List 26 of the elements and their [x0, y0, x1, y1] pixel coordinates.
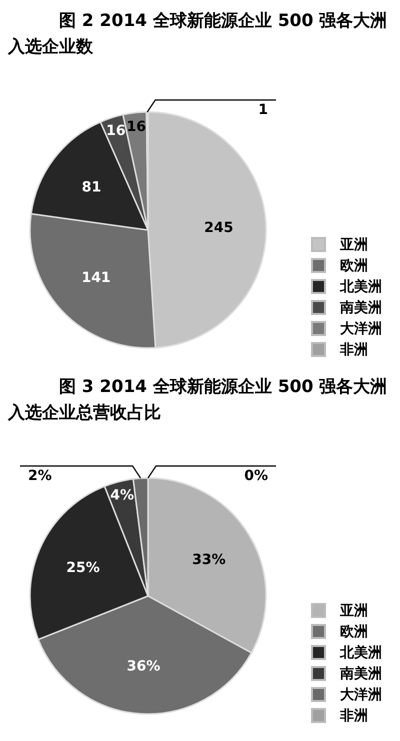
data-label: 141	[81, 270, 111, 286]
data-label: 245	[204, 220, 234, 236]
data-label: 16	[106, 123, 126, 140]
legend-label: 欧洲	[340, 622, 368, 640]
legend-label: 非洲	[340, 340, 368, 358]
data-label: 81	[82, 179, 102, 196]
chart-title: 图 2 2014 全球新能源企业 500 强各大洲入选企业数	[8, 10, 388, 59]
chart-title: 图 3 2014 全球新能源企业 500 强各大洲入选企业总营收占比	[8, 376, 388, 425]
data-label: 1	[258, 102, 268, 118]
legend-label: 亚洲	[340, 602, 368, 620]
legend-label: 非洲	[340, 706, 368, 724]
legend-label: 欧洲	[340, 256, 368, 274]
data-label: 4%	[110, 487, 134, 504]
data-label: 36%	[126, 658, 160, 675]
legend-label: 大洋洲	[340, 320, 382, 338]
text: 0%	[244, 468, 268, 484]
data-label: 2%	[28, 468, 52, 484]
data-label: 33%	[192, 552, 226, 568]
legend-label: 北美洲	[340, 278, 382, 296]
legend-label: 南美洲	[340, 298, 382, 316]
data-label: 25%	[66, 560, 100, 576]
legend-label: 亚洲	[340, 236, 368, 254]
legend-label: 北美洲	[340, 644, 382, 662]
data-label: 16	[126, 118, 146, 135]
legend-label: 南美洲	[340, 664, 382, 682]
legend-label: 大洋洲	[340, 686, 382, 704]
